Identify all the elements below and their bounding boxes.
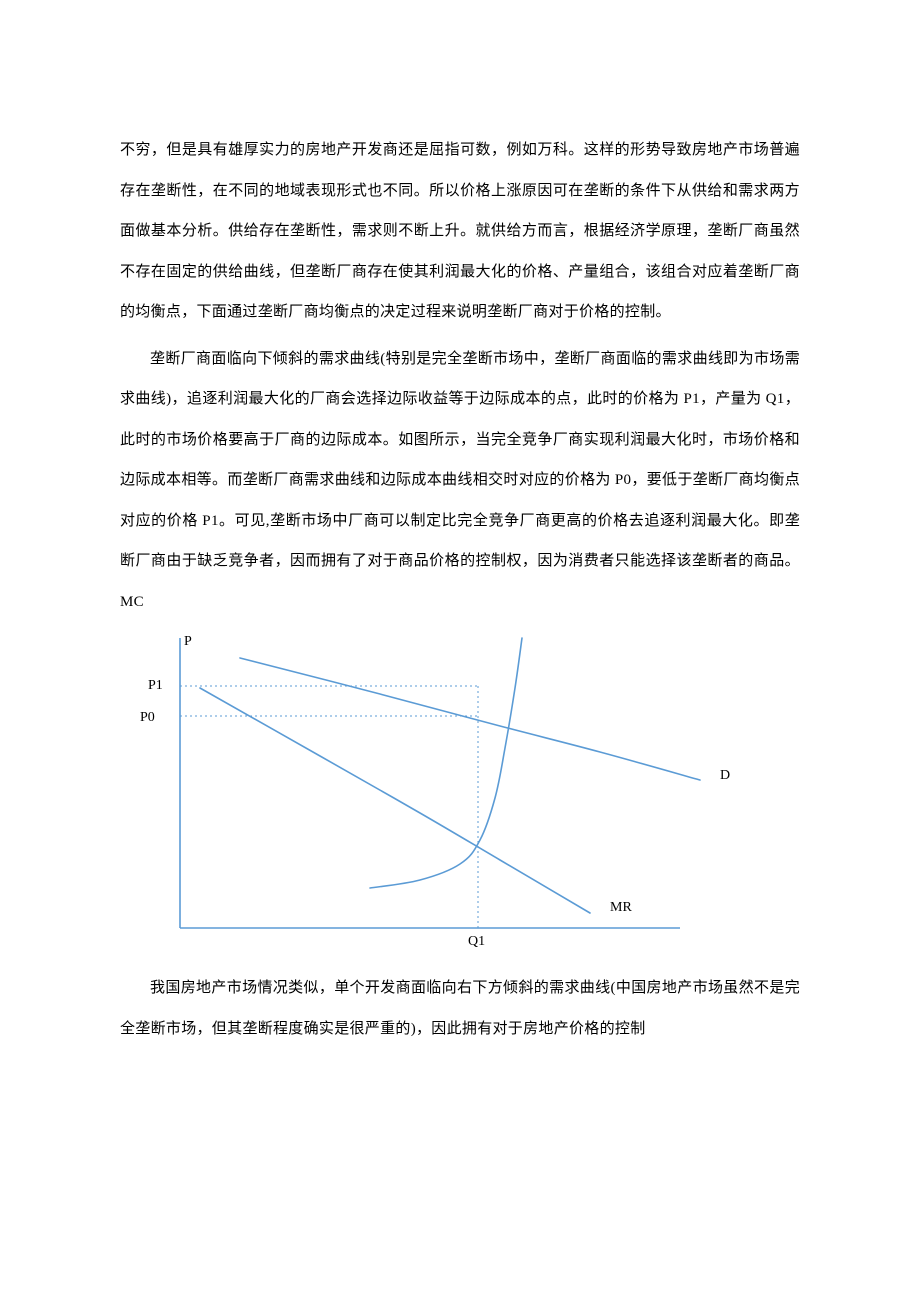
monopoly-chart: P P1 P0 D MR Q1 xyxy=(120,628,800,958)
curve-label-mr: MR xyxy=(610,900,632,916)
tick-label-p1: P1 xyxy=(148,678,163,694)
paragraph-2: 垄断厂商面临向下倾斜的需求曲线(特别是完全垄断市场中，垄断厂商面临的需求曲线即为… xyxy=(120,339,800,623)
document-page: 不穷，但是具有雄厚实力的房地产开发商还是屈指可数，例如万科。这样的形势导致房地产… xyxy=(0,0,920,1302)
paragraph-1: 不穷，但是具有雄厚实力的房地产开发商还是屈指可数，例如万科。这样的形势导致房地产… xyxy=(120,130,800,333)
curve-label-d: D xyxy=(720,768,730,784)
tick-label-p0: P0 xyxy=(140,710,155,726)
paragraph-3: 我国房地产市场情况类似，单个开发商面临向右下方倾斜的需求曲线(中国房地产市场虽然… xyxy=(120,968,800,1049)
axis-label-p: P xyxy=(184,634,192,650)
monopoly-chart-svg xyxy=(120,628,800,958)
tick-label-q1: Q1 xyxy=(468,934,485,950)
